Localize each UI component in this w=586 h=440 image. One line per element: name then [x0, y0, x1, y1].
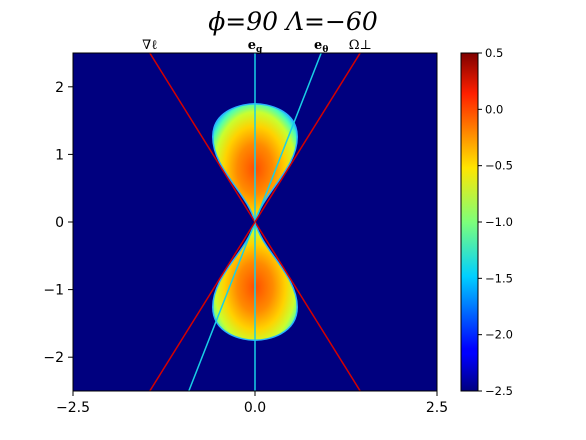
y-tick-label: −1 — [43, 283, 64, 299]
y-tick-label: 1 — [55, 147, 64, 163]
y-tick-label: 0 — [55, 215, 64, 231]
chart-title: ϕ=90 Λ=−60 — [208, 7, 378, 36]
line-3 — [149, 53, 361, 391]
colorbar-tick-label: −1.5 — [485, 271, 513, 285]
y-tick-label: −2 — [43, 350, 64, 366]
colorbar-tick-label: −0.5 — [485, 159, 513, 173]
y-tick-label: 2 — [55, 80, 64, 96]
x-tick-label: 0.0 — [244, 400, 266, 416]
colorbar-tick-label: 0.5 — [485, 46, 503, 60]
colorbar-tick-label: −2.5 — [485, 384, 513, 398]
line-label-3: Ω⊥ — [349, 38, 372, 53]
line-label-1: eg — [248, 38, 263, 55]
colorbar-tick-label: −2.0 — [485, 328, 513, 342]
x-tick-label: −2.5 — [56, 400, 90, 416]
colorbar — [460, 52, 479, 392]
line-label-0: ∇ℓ — [142, 38, 157, 53]
colorbar-tick-label: −1.0 — [485, 215, 513, 229]
x-tick-label: 2.5 — [426, 400, 448, 416]
colorbar-tick-label: 0.0 — [485, 102, 503, 116]
line-label-2: eθ — [314, 38, 328, 55]
